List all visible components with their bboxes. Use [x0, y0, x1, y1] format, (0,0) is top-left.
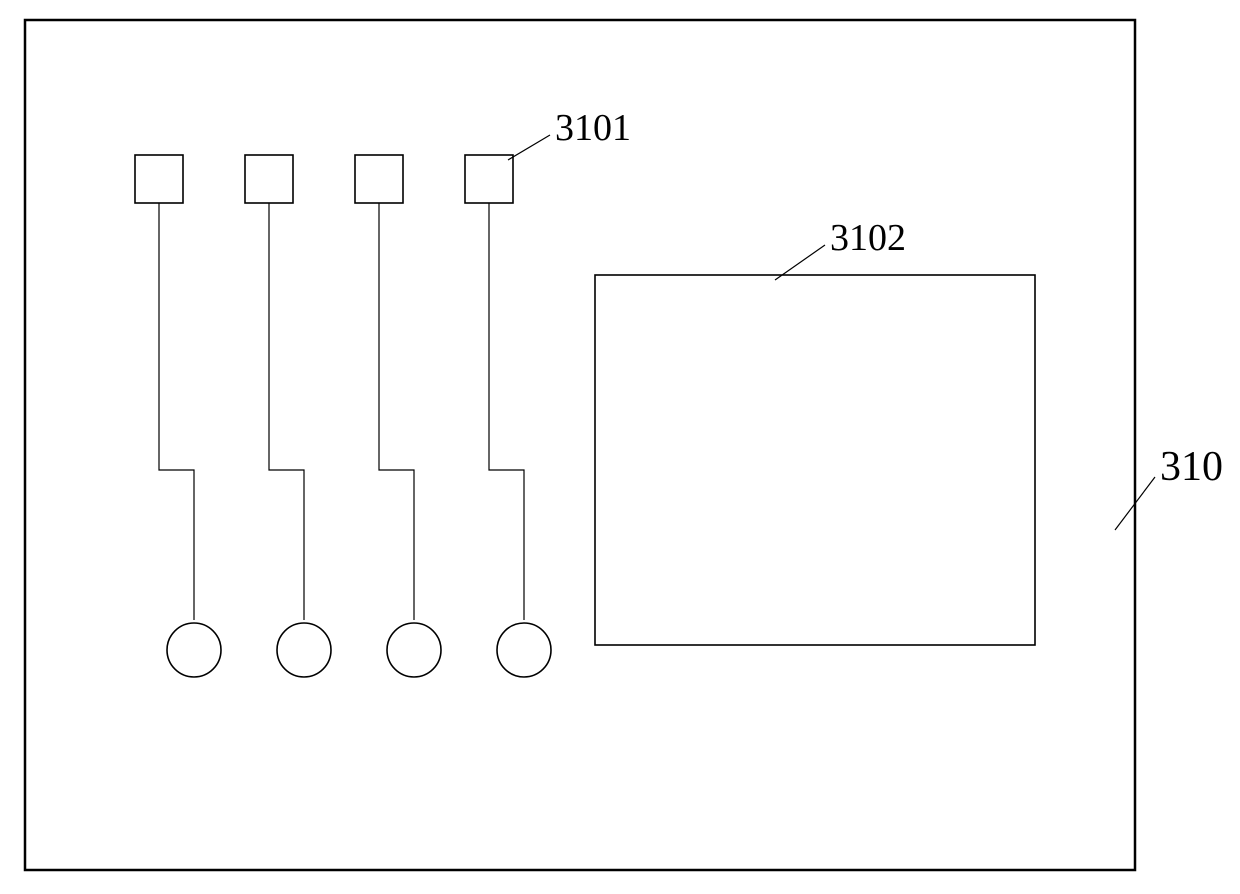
trace-line: [269, 203, 304, 620]
ref-310-label: 310: [1160, 444, 1223, 490]
component-rect: [595, 275, 1035, 645]
pad-circle: [167, 623, 221, 677]
trace-line: [489, 203, 524, 620]
diagram-root: 3101 3102 310: [0, 0, 1240, 894]
trace-line: [159, 203, 194, 620]
ref-3101-label: 3101: [555, 107, 631, 149]
ref-3102-label: 3102: [830, 217, 906, 259]
pad-square: [355, 155, 403, 203]
pad-circle: [387, 623, 441, 677]
trace-line: [379, 203, 414, 620]
pad-circle: [277, 623, 331, 677]
ref-3101-leader: [508, 135, 550, 160]
pad-circle: [497, 623, 551, 677]
pad-square: [245, 155, 293, 203]
pad-square: [465, 155, 513, 203]
pad-square: [135, 155, 183, 203]
